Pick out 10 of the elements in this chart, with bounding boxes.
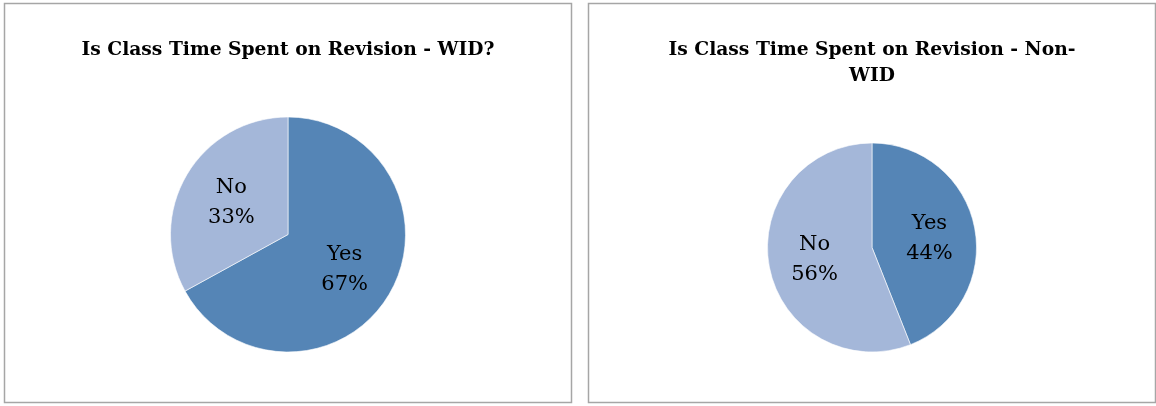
slice-label: No [799, 231, 831, 256]
data-label: 33% [208, 204, 255, 229]
chart-title: Is Class Time Spent on Revision - Non-WID [668, 37, 1076, 85]
slice-label: No [215, 174, 247, 199]
chart-title: Is Class Time Spent on Revision - WID? [81, 37, 495, 59]
data-label: 67% [321, 270, 368, 295]
data-label: 44% [906, 239, 953, 264]
slice-label: Yes [326, 240, 363, 265]
data-label: 56% [791, 261, 838, 286]
slice-label: Yes [910, 209, 948, 234]
